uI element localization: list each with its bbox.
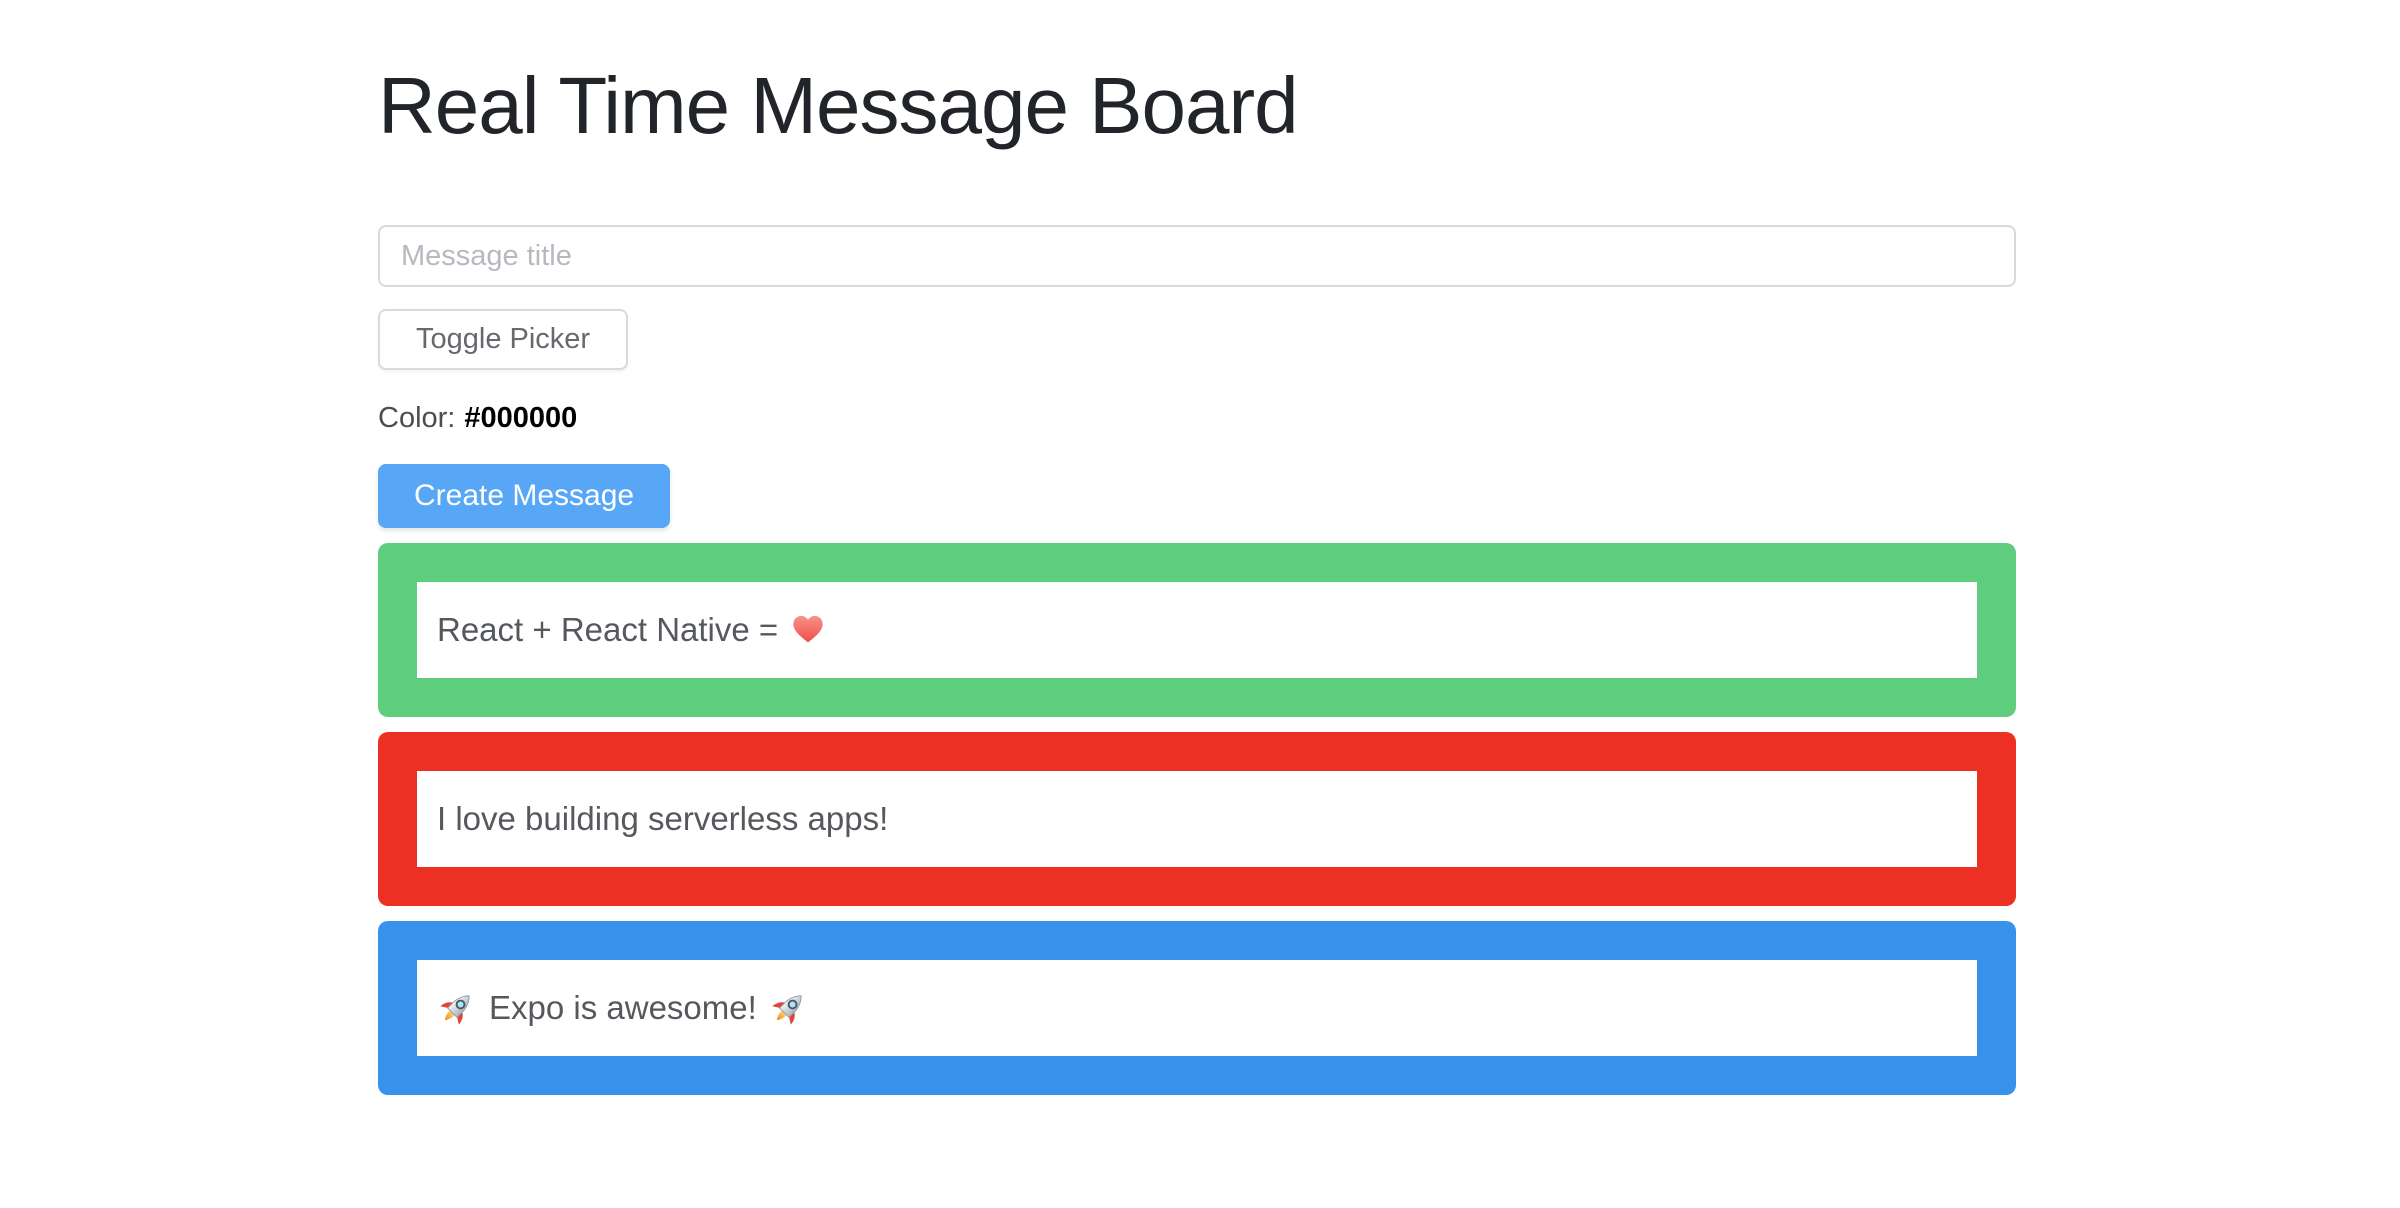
- message-card: React + React Native =: [378, 543, 2016, 717]
- color-value: #000000: [464, 402, 578, 434]
- message-title-input[interactable]: [378, 225, 2016, 287]
- message-board-app: Real Time Message Board Toggle Picker Co…: [378, 58, 2016, 1095]
- color-label: Color:: [378, 402, 456, 434]
- message-text: Expo is awesome!: [489, 989, 757, 1026]
- message-text: I love building serverless apps!: [437, 800, 889, 837]
- create-message-button[interactable]: Create Message: [378, 464, 671, 528]
- message-body: Expo is awesome!: [417, 960, 1977, 1056]
- message-body: React + React Native =: [417, 582, 1977, 678]
- page-title: Real Time Message Board: [378, 61, 1299, 150]
- color-display: Color: #000000: [378, 401, 2016, 435]
- message-card: I love building serverless apps!: [378, 732, 2016, 906]
- rocket-icon: [769, 988, 809, 1028]
- messages-list: React + React Native = I love building se…: [378, 543, 2016, 1095]
- message-body: I love building serverless apps!: [417, 771, 1977, 867]
- message-text: React + React Native =: [437, 611, 779, 648]
- red-heart-icon: [790, 612, 826, 648]
- rocket-icon: [437, 988, 477, 1028]
- message-card: Expo is awesome!: [378, 921, 2016, 1095]
- toggle-picker-button[interactable]: Toggle Picker: [378, 309, 629, 370]
